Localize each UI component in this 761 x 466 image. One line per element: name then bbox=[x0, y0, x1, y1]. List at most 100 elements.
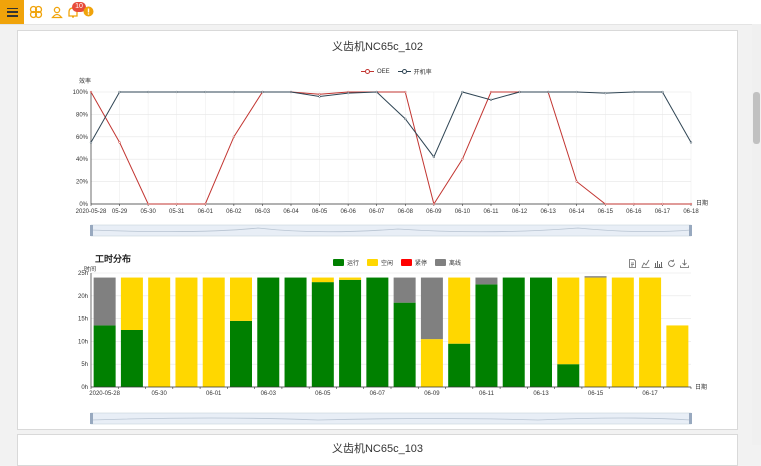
hamburger-icon bbox=[6, 7, 18, 17]
lattice-logo-icon[interactable] bbox=[29, 5, 43, 19]
bar-segment bbox=[557, 277, 580, 365]
y-tick-label: 20% bbox=[76, 180, 89, 186]
x-tick-label: 06-07 bbox=[369, 209, 385, 215]
y-tick-label: 20h bbox=[78, 294, 88, 300]
data-point bbox=[489, 98, 493, 101]
legend-swatch bbox=[333, 259, 344, 266]
zoom-handle-left[interactable] bbox=[90, 413, 93, 424]
bar-segment bbox=[611, 277, 634, 387]
bar-segment bbox=[284, 277, 307, 387]
bar-segment bbox=[584, 277, 607, 387]
x-tick-label: 06-13 bbox=[533, 391, 549, 397]
bar-segment bbox=[475, 277, 498, 285]
page-scrollbar[interactable] bbox=[752, 24, 761, 445]
line-legend-icon bbox=[361, 68, 374, 75]
x-tick-label: 06-01 bbox=[206, 391, 222, 397]
chart1-title: 义齿机NC65c_102 bbox=[331, 41, 424, 53]
bar-segment bbox=[584, 276, 607, 278]
data-point bbox=[575, 90, 578, 94]
zoom-handle-right[interactable] bbox=[689, 225, 692, 236]
data-point bbox=[432, 155, 436, 159]
data-point bbox=[261, 90, 264, 94]
y-tick-label: 15h bbox=[78, 317, 88, 323]
y-tick-label: 5h bbox=[81, 362, 88, 368]
x-tick-label: 06-06 bbox=[340, 209, 356, 215]
y-tick-label: 10h bbox=[78, 339, 88, 345]
alert-dot-icon[interactable] bbox=[83, 6, 94, 17]
x-tick-label: 05-30 bbox=[152, 391, 168, 397]
bar-segment bbox=[448, 343, 471, 387]
x-axis-label: 日期 bbox=[696, 199, 708, 207]
data-point bbox=[289, 90, 293, 94]
data-point bbox=[318, 93, 321, 96]
legend-label: 开机率 bbox=[413, 70, 432, 76]
x-tick-label: 05-31 bbox=[169, 209, 185, 215]
legend-item-oee[interactable]: OEE bbox=[361, 68, 390, 75]
x-tick-label: 06-15 bbox=[588, 391, 604, 397]
x-tick-label: 06-05 bbox=[315, 391, 331, 397]
data-point bbox=[232, 90, 236, 94]
scrollbar-thumb[interactable] bbox=[753, 92, 760, 144]
zoom-handle-right[interactable] bbox=[689, 413, 692, 424]
bar-segment bbox=[639, 277, 662, 387]
chart-toolbox bbox=[628, 259, 689, 268]
download-icon[interactable] bbox=[680, 259, 689, 268]
chart2-title: 工时分布 bbox=[95, 254, 132, 264]
data-point bbox=[546, 90, 550, 94]
legend-item-uptime[interactable]: 开机率 bbox=[397, 67, 432, 76]
bar-chart-icon[interactable] bbox=[654, 259, 663, 268]
restore-icon[interactable] bbox=[667, 259, 676, 268]
data-point bbox=[89, 90, 93, 94]
bar-segment bbox=[93, 325, 116, 387]
bar-segment bbox=[475, 284, 498, 387]
legend-swatch bbox=[435, 259, 447, 266]
data-point bbox=[432, 202, 436, 206]
x-tick-label: 06-04 bbox=[283, 209, 299, 215]
series-line bbox=[90, 91, 691, 206]
data-point bbox=[118, 90, 121, 94]
data-point bbox=[146, 202, 150, 206]
bar-segment bbox=[120, 277, 143, 330]
zoom-handle-left[interactable] bbox=[90, 225, 93, 236]
bar-segment bbox=[311, 282, 334, 387]
x-tick-label: 06-17 bbox=[655, 209, 671, 215]
x-tick-label: 06-15 bbox=[598, 209, 614, 215]
x-tick-label: 06-11 bbox=[479, 391, 495, 397]
legend-item-emergency-stop[interactable]: 紧停 bbox=[401, 258, 427, 267]
bar-segment bbox=[339, 279, 362, 387]
legend-label: 运行 bbox=[347, 261, 360, 267]
menu-button[interactable] bbox=[0, 0, 24, 24]
data-point bbox=[489, 90, 493, 94]
bar-segment bbox=[311, 277, 334, 283]
bar-segment bbox=[393, 302, 416, 387]
y-tick-label: 80% bbox=[76, 112, 89, 118]
legend-item-idle[interactable]: 空闲 bbox=[367, 258, 393, 267]
data-point bbox=[518, 90, 521, 94]
data-point bbox=[404, 90, 407, 94]
data-point bbox=[89, 141, 93, 144]
legend-item-running[interactable]: 运行 bbox=[333, 258, 359, 267]
notification-badge: 10 bbox=[72, 2, 86, 12]
top-bar: 10 bbox=[0, 0, 761, 25]
legend-swatch bbox=[367, 259, 379, 266]
x-tick-label: 06-13 bbox=[540, 209, 556, 215]
chart2-zoom-slider[interactable] bbox=[18, 412, 737, 426]
bar-segment bbox=[666, 325, 689, 387]
legend-item-offline[interactable]: 离线 bbox=[435, 258, 461, 267]
legend-label: OEE bbox=[377, 68, 390, 75]
data-view-icon[interactable] bbox=[628, 259, 637, 268]
x-tick-label: 06-05 bbox=[312, 209, 328, 215]
x-tick-label: 06-18 bbox=[683, 209, 699, 215]
legend-swatch bbox=[401, 259, 413, 266]
data-point bbox=[689, 202, 693, 206]
x-tick-label: 06-12 bbox=[512, 209, 528, 215]
data-point bbox=[175, 90, 178, 94]
x-tick-label: 06-08 bbox=[398, 209, 414, 215]
line-chart-icon[interactable] bbox=[641, 259, 650, 268]
chart1-zoom-slider[interactable] bbox=[18, 224, 737, 238]
data-point bbox=[632, 90, 636, 94]
chart1-legend: OEE 开机率 bbox=[361, 67, 440, 76]
data-point bbox=[461, 90, 464, 94]
user-icon[interactable] bbox=[50, 5, 64, 19]
x-tick-label: 05-30 bbox=[140, 209, 156, 215]
